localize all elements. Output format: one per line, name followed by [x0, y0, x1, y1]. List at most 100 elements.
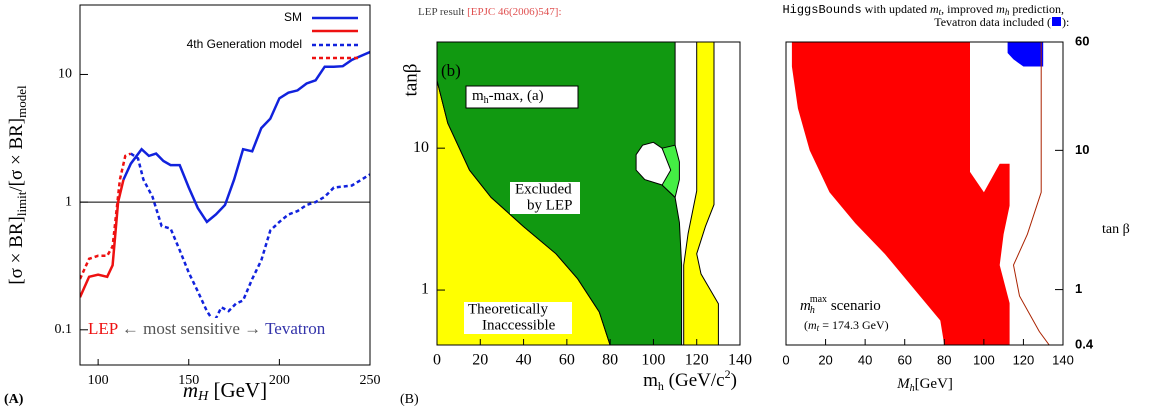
x-tick-label: 60 [897, 352, 911, 367]
annotation-part: m [800, 298, 811, 314]
y-axis-label: tanβ [400, 64, 421, 97]
x-tick-label: 80 [602, 352, 618, 369]
annotation-sub: h [810, 305, 815, 316]
annotation-box [84, 318, 368, 342]
label-part: /[σ × BR] [6, 118, 27, 192]
title-part: m [930, 2, 939, 16]
legend-swatch [1052, 17, 1061, 26]
label-part: [GeV] [208, 378, 267, 402]
x-axis-label: Mh[GeV] [896, 376, 953, 394]
title-sub: h [1005, 7, 1010, 17]
data-line [1012, 42, 1050, 345]
title-part: [EPJC 46(2006)547]: [467, 6, 561, 18]
title-part: , improved [941, 2, 996, 16]
label-part: M [896, 376, 911, 392]
annotation-part: = 174.3 GeV) [819, 318, 888, 332]
region [791, 42, 1010, 345]
x-tick-label: 40 [858, 352, 872, 367]
title-sub: t [939, 7, 942, 17]
plot-area [80, 50, 370, 325]
y-tick-label: 10 [58, 67, 72, 82]
label-sup: 2 [725, 367, 731, 381]
y-tick-label: 0.4 [1075, 336, 1094, 351]
y-tick-label: 1 [1075, 281, 1082, 296]
panel-a: [σ × BR]limit/[σ × BR]model mH [GeV] LEP… [4, 4, 381, 407]
label-part: m [643, 370, 658, 391]
label-sub: limit [14, 191, 29, 216]
annotation-box [464, 302, 572, 334]
annotation-box [510, 182, 580, 214]
x-tick-label: 150 [178, 373, 199, 388]
annotation-part: -max, (a) [489, 88, 544, 104]
x-tick-label: 60 [559, 352, 575, 369]
panel-c: HiggsBounds with updated mt, improved mh… [782, 2, 1129, 395]
title-part: HiggsBounds [782, 3, 861, 17]
panel-title: HiggsBounds with updated mt, improved mh… [782, 2, 1064, 17]
panel-title: Tevatron data included ( [934, 15, 1051, 29]
y-tick-label: 1 [65, 194, 72, 209]
annotation: (mt = 174.3 GeV) [804, 318, 889, 333]
panel-title: LEP result [EPJC 46(2006)547]: [418, 6, 562, 18]
y-tick-label: 1 [421, 281, 429, 298]
region [683, 42, 719, 345]
annotation-part: ( [804, 318, 808, 332]
label-sub: model [14, 85, 29, 118]
x-tick-label: 120 [685, 352, 709, 369]
label-part: [σ × BR] [6, 216, 27, 284]
annotation-part: LEP [88, 319, 118, 338]
annotation: LEP ← most sensitive → Tevatron [88, 319, 326, 338]
y-axis-label: [σ × BR]limit/[σ × BR]model [6, 85, 29, 285]
annotation: mh-max, (a) [472, 88, 544, 106]
label-part: ) [731, 370, 737, 391]
plot-area [791, 42, 1050, 345]
region [661, 144, 680, 199]
title-part: with updated [862, 2, 930, 16]
y-tick-label: 10 [1075, 142, 1089, 157]
x-tick-label: 120 [1013, 352, 1035, 367]
annotation-sup: max [810, 294, 827, 305]
x-axis-label: mh (GeV/c2) [643, 367, 737, 393]
label-part: [GeV] [915, 376, 953, 392]
y-axis-label: tan β [1102, 222, 1130, 237]
x-tick-label: 100 [973, 352, 995, 367]
annotation-part: m [472, 88, 484, 104]
annotation: Inaccessible [482, 317, 556, 333]
x-tick-label: 140 [1052, 352, 1074, 367]
annotation: Excluded [515, 181, 572, 197]
x-tick-label: 140 [728, 352, 752, 369]
title-part: prediction, [1009, 2, 1064, 16]
x-tick-label: 20 [472, 352, 488, 369]
annotation: (b) [441, 61, 461, 80]
legend-label: SM [284, 10, 302, 24]
label-sub: H [197, 389, 209, 404]
annotation-part: Tevatron [265, 319, 326, 338]
panel-title: ): [1062, 15, 1069, 29]
frame [436, 41, 741, 346]
label-sub: h [910, 383, 915, 394]
frame [785, 41, 1064, 346]
annotation-part: m [808, 318, 817, 332]
x-tick-label: 100 [88, 373, 109, 388]
data-line [80, 179, 125, 298]
data-line [130, 152, 370, 325]
legend-label: 4th Generation model [187, 37, 302, 51]
region [1007, 42, 1044, 67]
title-part: LEP result [418, 6, 467, 18]
y-tick-label: 10 [413, 139, 429, 156]
y-tick-label: 0.1 [55, 322, 73, 337]
data-line [80, 152, 132, 280]
label-part: m [183, 378, 198, 402]
annotation-part: ← most sensitive → [118, 319, 266, 338]
frame [79, 4, 371, 366]
annotation-box [792, 292, 912, 338]
y-tick-label: 60 [1075, 33, 1089, 48]
x-tick-label: 100 [641, 352, 665, 369]
x-tick-label: 0 [433, 352, 441, 369]
annotation-box [465, 85, 579, 109]
data-line [122, 50, 370, 224]
annotation: by LEP [527, 197, 572, 213]
x-tick-label: 40 [516, 352, 532, 369]
x-tick-label: 250 [360, 373, 381, 388]
annotation-part: scenario [827, 298, 881, 314]
